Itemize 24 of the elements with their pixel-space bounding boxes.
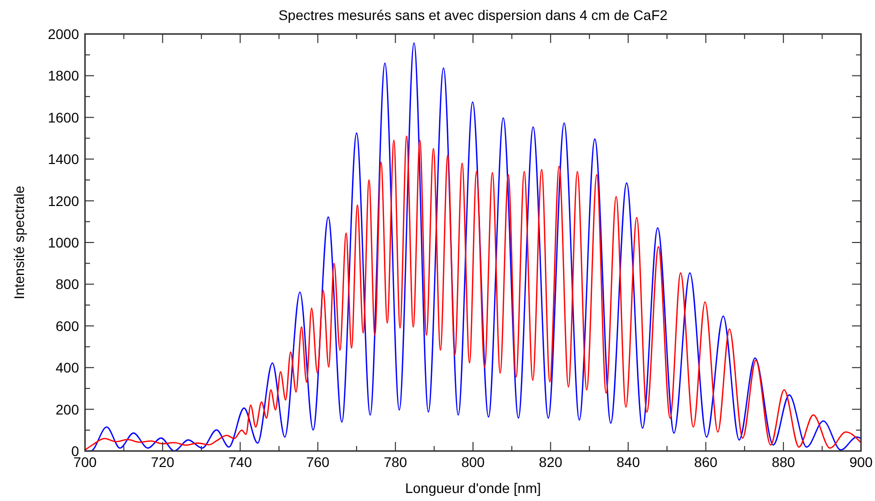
x-tick-label: 720 [150, 454, 174, 470]
x-tick-label: 840 [616, 454, 640, 470]
x-tick-label: 900 [849, 454, 873, 470]
y-tick-label: 2000 [48, 26, 80, 42]
y-tick-label: 1200 [48, 192, 80, 209]
line-series [84, 136, 862, 451]
y-tick-label: 800 [56, 276, 80, 292]
y-tick-label: 1800 [48, 68, 80, 84]
y-tick-label: 1600 [48, 109, 80, 126]
x-tick-label: 820 [538, 454, 562, 470]
chart-title: Spectres mesurés sans et avec dispersion dans 4 cm de CaF2 [278, 7, 668, 23]
y-tick-label: 1000 [48, 234, 80, 250]
x-tick-label: 760 [306, 454, 330, 470]
x-tick-label: 880 [772, 454, 796, 470]
x-tick-label: 860 [694, 454, 718, 470]
y-tick-label: 200 [56, 401, 80, 418]
x-tick-label: 800 [461, 454, 485, 470]
x-axis-title: Longueur d'onde [nm] [405, 480, 541, 496]
x-tick-label: 780 [384, 454, 408, 470]
y-tick-label: 1400 [48, 151, 80, 168]
y-axis-title: Intensité spectrale [11, 185, 27, 300]
x-tick-label: 740 [228, 454, 252, 470]
y-tick-label: 600 [56, 318, 80, 334]
y-tick-label: 400 [56, 360, 80, 376]
